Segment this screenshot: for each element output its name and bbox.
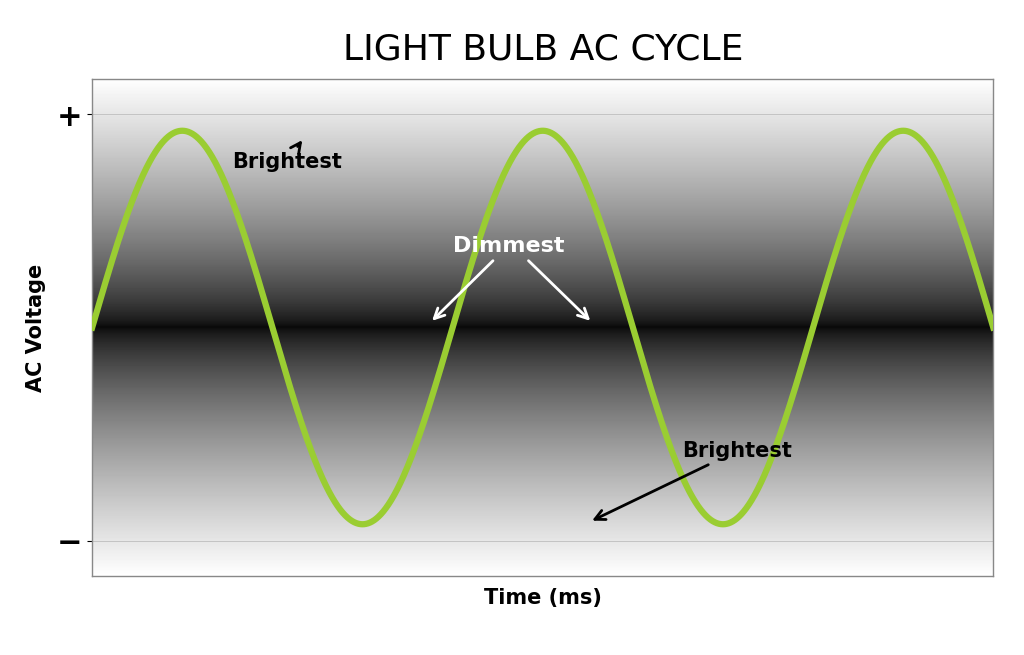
Text: Brightest: Brightest bbox=[595, 441, 793, 519]
Title: LIGHT BULB AC CYCLE: LIGHT BULB AC CYCLE bbox=[343, 32, 742, 66]
X-axis label: Time (ms): Time (ms) bbox=[483, 588, 602, 607]
Text: Brightest: Brightest bbox=[231, 143, 342, 172]
Y-axis label: AC Voltage: AC Voltage bbox=[26, 263, 46, 392]
Text: Dimmest: Dimmest bbox=[453, 236, 564, 256]
